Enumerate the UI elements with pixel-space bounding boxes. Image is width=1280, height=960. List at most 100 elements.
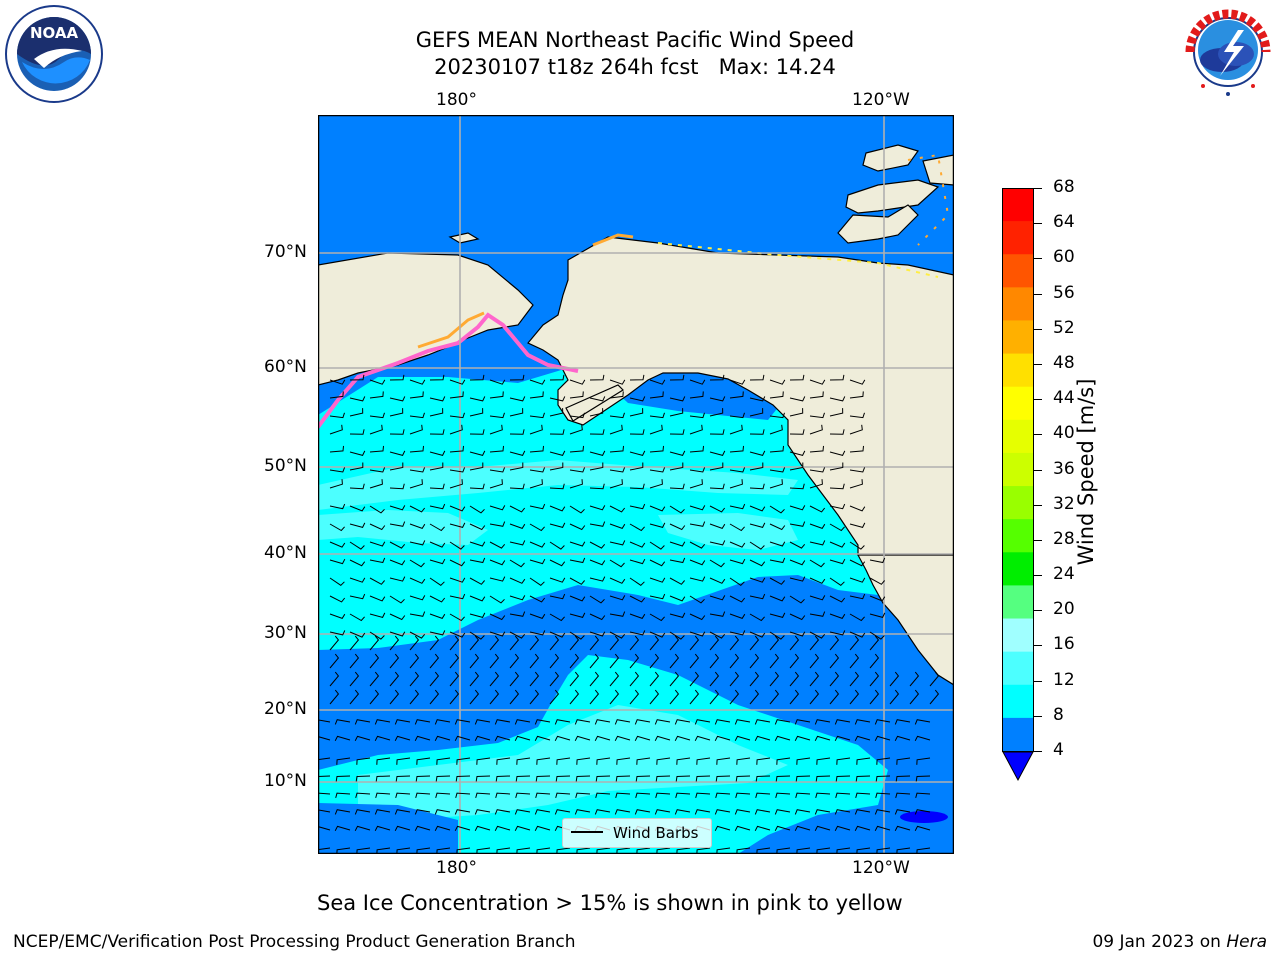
wind-barb — [334, 719, 351, 725]
wind-barb — [334, 809, 351, 815]
wind-barb — [536, 757, 551, 765]
wind-barb — [649, 577, 666, 583]
wind-barb — [569, 557, 586, 564]
map-panel[interactable]: Wind Barbs — [317, 114, 955, 855]
wind-barb — [755, 792, 771, 799]
colorbar-tick-label: 12 — [1053, 669, 1075, 690]
wind-barb — [736, 757, 751, 765]
wind-barb — [709, 523, 726, 530]
wind-barb — [589, 408, 604, 417]
wind-barb — [769, 635, 780, 651]
wind-barb — [514, 809, 531, 815]
wind-barb — [854, 825, 871, 832]
wind-barb — [449, 671, 460, 687]
wind-barb — [509, 577, 526, 584]
lon-label-top-120w: 120°W — [852, 90, 910, 110]
wind-barb — [755, 775, 771, 782]
footer-left: NCEP/EMC/Verification Post Processing Pr… — [13, 932, 576, 952]
wind-barb — [769, 595, 786, 602]
wind-barb — [569, 505, 585, 514]
colorbar-cell — [1003, 519, 1033, 553]
wind-barb — [369, 689, 380, 705]
wind-barb — [329, 595, 346, 603]
wind-barb — [616, 757, 631, 765]
wind-barb — [609, 635, 620, 651]
wind-barb — [869, 635, 880, 651]
wind-barb — [674, 809, 691, 815]
wind-barb — [669, 523, 686, 531]
wind-barb — [409, 631, 426, 639]
wind-barb — [509, 595, 526, 601]
wind-barb — [849, 505, 866, 512]
colorbar-cell — [1003, 254, 1033, 288]
wind-barb — [529, 558, 546, 565]
wind-barb — [875, 775, 891, 782]
wind-barb — [849, 689, 860, 705]
wind-barb — [455, 775, 471, 782]
wind-barb — [809, 467, 826, 473]
wind-barb — [709, 611, 726, 617]
colorbar — [1002, 188, 1034, 782]
wind-barb — [634, 735, 651, 742]
wind-barb — [595, 775, 611, 782]
wind-barb — [889, 689, 900, 705]
wind-barb — [429, 558, 446, 565]
wind-barb — [529, 613, 546, 620]
wind-barb — [754, 719, 771, 725]
wind-barb — [489, 671, 500, 687]
wind-barb — [789, 576, 806, 582]
wind-barb — [369, 379, 386, 385]
wind-barb — [549, 671, 560, 687]
wind-barb — [749, 522, 766, 528]
wind-barb — [318, 809, 331, 813]
wind-barb — [689, 445, 704, 453]
wind-barb — [576, 757, 591, 765]
wind-barb — [729, 479, 743, 489]
wind-barb — [569, 467, 586, 473]
wind-barb — [649, 671, 660, 687]
wind-barb — [669, 450, 686, 456]
wind-barb — [409, 689, 420, 705]
wind-barb — [834, 809, 851, 815]
wind-barb — [709, 577, 726, 584]
colorbar-cell — [1003, 684, 1033, 719]
wind-barb — [709, 671, 720, 687]
wind-barb — [354, 719, 371, 725]
sea-ice-caption: Sea Ice Concentration > 15% is shown in … — [317, 891, 903, 915]
wind-barb — [629, 630, 646, 636]
wind-barb — [575, 792, 591, 799]
wind-barb — [389, 635, 400, 651]
wind-barb — [789, 671, 800, 687]
wind-barb — [749, 541, 765, 550]
wind-barb — [849, 391, 864, 399]
wind-barb — [595, 792, 611, 799]
wind-barb — [349, 462, 364, 471]
wind-barb — [889, 671, 900, 687]
wind-barb — [389, 408, 404, 417]
colorbar-tick-mark — [1034, 645, 1042, 647]
wind-barb — [896, 757, 911, 765]
wind-barb — [769, 445, 784, 453]
wind-barb — [769, 653, 780, 669]
wind-barb — [849, 412, 865, 419]
wind-barb — [849, 559, 866, 567]
wind-barb — [449, 631, 466, 638]
wind-barb — [689, 541, 706, 549]
wind-barb — [534, 719, 551, 725]
wind-barb — [789, 541, 806, 549]
wind-barb — [814, 735, 831, 742]
wind-barb — [409, 577, 426, 584]
wind-barb — [429, 450, 446, 456]
wind-barb — [729, 635, 740, 651]
wind-barb — [318, 719, 331, 723]
wind-barb — [509, 611, 526, 617]
wind-barb — [469, 635, 480, 651]
wind-barb — [549, 462, 564, 471]
wind-barb — [649, 505, 666, 512]
wind-barb — [375, 792, 391, 799]
wind-barb — [609, 445, 624, 453]
wind-barb — [914, 825, 931, 832]
wind-barb — [829, 595, 846, 603]
wind-barb — [334, 825, 351, 832]
wind-barb — [549, 429, 565, 435]
